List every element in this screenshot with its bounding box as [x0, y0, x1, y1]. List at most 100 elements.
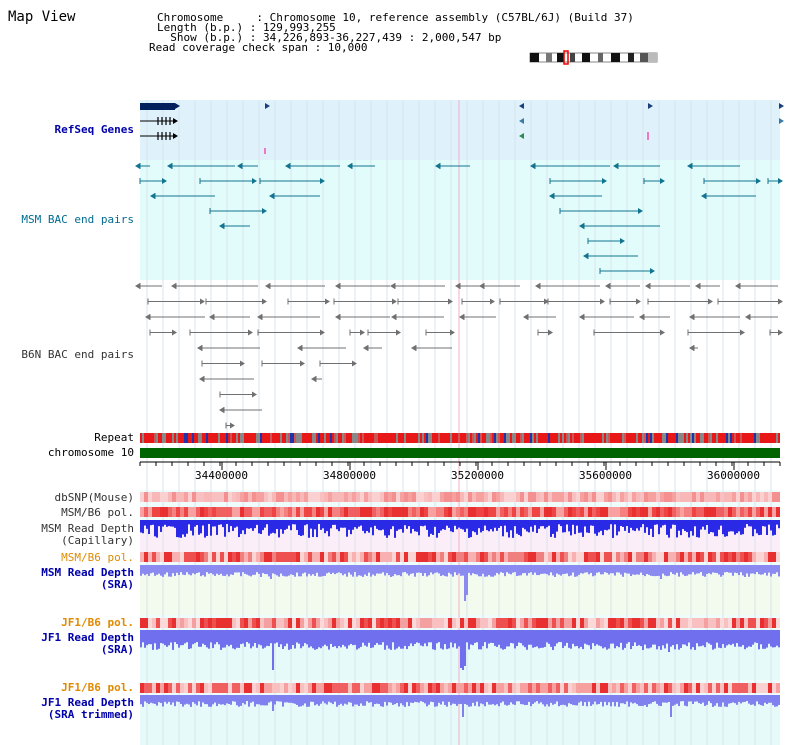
track-label-msm-read-depth-sra[interactable]: MSM Read Depth	[41, 566, 134, 579]
refseq-gene-features[interactable]	[140, 103, 784, 154]
heat-cell	[528, 683, 532, 693]
heat-cell	[476, 507, 480, 517]
depth-bar	[778, 630, 780, 648]
heat-cell	[344, 618, 348, 628]
heat-cell	[752, 618, 756, 628]
depth-bar	[596, 630, 598, 645]
depth-bar	[528, 520, 530, 533]
depth-bar	[300, 565, 302, 577]
chromosome-bar[interactable]	[140, 448, 780, 458]
heat-cell	[504, 683, 508, 693]
depth-bar	[478, 520, 480, 529]
repeat-segment	[160, 433, 162, 443]
depth-bar	[602, 520, 604, 536]
msm-b6-pol-bar[interactable]	[140, 507, 780, 517]
heat-cell	[236, 683, 240, 693]
msm-bac-features[interactable]	[135, 163, 783, 274]
track-label-refseq[interactable]: RefSeq Genes	[54, 123, 134, 136]
dbsnp-heat-bar[interactable]	[140, 492, 780, 502]
track-label-msm-read-depth-cap[interactable]: MSM Read Depth	[41, 522, 134, 535]
heat-cell	[564, 618, 568, 628]
msm-capillary-depth-plot[interactable]	[140, 520, 780, 538]
track-label-msm-bac[interactable]: MSM BAC end pairs	[21, 213, 134, 226]
track-label-jf1-b6-pol-2[interactable]: JF1/B6 pol.	[61, 681, 134, 694]
depth-bar	[594, 520, 596, 534]
repeat-segment	[612, 433, 614, 443]
depth-bar	[470, 520, 472, 538]
repeat-segment	[626, 433, 628, 443]
jf1-trimmed-depth-plot[interactable]	[140, 695, 780, 717]
depth-bar	[328, 695, 330, 702]
heat-cell	[572, 552, 576, 562]
depth-bar	[654, 520, 656, 525]
heat-cell	[644, 492, 648, 502]
depth-bar	[520, 565, 522, 576]
track-label-msm-b6-pol-2[interactable]: MSM/B6 pol.	[61, 551, 134, 564]
repeat-track-bar[interactable]	[140, 433, 780, 443]
depth-bar	[350, 520, 352, 535]
track-label-b6n-bac[interactable]: B6N BAC end pairs	[21, 348, 134, 361]
heat-cell	[428, 507, 432, 517]
heat-cell	[464, 618, 468, 628]
depth-bar	[198, 630, 200, 647]
depth-bar	[306, 630, 308, 645]
depth-bar	[460, 520, 462, 529]
depth-bar	[400, 565, 402, 577]
depth-bar	[700, 695, 702, 704]
heat-cell	[176, 683, 180, 693]
depth-bar	[670, 520, 672, 529]
repeat-segment	[394, 433, 396, 443]
jf1-b6-pol-bar[interactable]	[140, 618, 780, 628]
depth-bar	[276, 630, 278, 643]
msm-bac-track-bg	[140, 160, 780, 280]
track-label-chromosome[interactable]: chromosome 10	[47, 446, 134, 459]
depth-bar	[428, 695, 430, 705]
msm-b6-pol-bar-2[interactable]	[140, 552, 780, 562]
msm-sra-depth-plot[interactable]	[140, 565, 780, 601]
repeat-segment	[232, 433, 234, 443]
track-label-jf1-read-depth-sra[interactable]: JF1 Read Depth	[41, 631, 134, 644]
depth-bar	[252, 630, 254, 647]
repeat-segment	[214, 433, 216, 443]
depth-bar	[390, 565, 392, 577]
heat-cell	[744, 507, 748, 517]
depth-bar	[160, 695, 162, 703]
depth-bar	[484, 520, 486, 526]
repeat-segment	[462, 433, 464, 443]
repeat-segment	[360, 433, 362, 443]
depth-bar	[442, 520, 444, 530]
repeat-segment	[656, 433, 658, 443]
heat-cell	[288, 507, 292, 517]
track-label-repeat[interactable]: Repeat	[94, 431, 134, 444]
depth-bar	[492, 695, 494, 705]
b6n-bac-features[interactable]	[135, 283, 783, 429]
track-label-jf1-read-depth-trim[interactable]: JF1 Read Depth	[41, 696, 134, 709]
depth-bar	[542, 630, 544, 648]
depth-bar	[220, 630, 222, 650]
jf1-sra-depth-plot[interactable]	[140, 630, 780, 670]
depth-bar	[142, 565, 144, 574]
depth-bar	[448, 520, 450, 528]
feature-arrow	[360, 329, 365, 336]
track-label-jf1-b6-pol[interactable]: JF1/B6 pol.	[61, 616, 134, 629]
heat-cell	[272, 552, 276, 562]
heat-cell	[560, 683, 564, 693]
track-label-dbsnp[interactable]: dbSNP(Mouse)	[54, 491, 134, 504]
depth-bar	[640, 630, 642, 647]
heat-cell	[396, 618, 400, 628]
depth-bar	[708, 630, 710, 644]
repeat-segment	[444, 433, 446, 443]
depth-bar	[752, 565, 754, 574]
track-label-msm-b6-pol[interactable]: MSM/B6 pol.	[61, 506, 134, 519]
feature-arrow	[363, 345, 368, 351]
jf1-b6-pol-bar-2[interactable]	[140, 683, 780, 693]
heat-cell	[568, 552, 572, 562]
chromosome-ideogram[interactable]	[529, 50, 658, 65]
heat-cell	[264, 492, 268, 502]
heat-cell	[576, 683, 580, 693]
depth-bar	[778, 520, 780, 529]
depth-bar	[540, 630, 542, 648]
depth-bar	[760, 630, 762, 645]
depth-bar	[210, 520, 212, 536]
